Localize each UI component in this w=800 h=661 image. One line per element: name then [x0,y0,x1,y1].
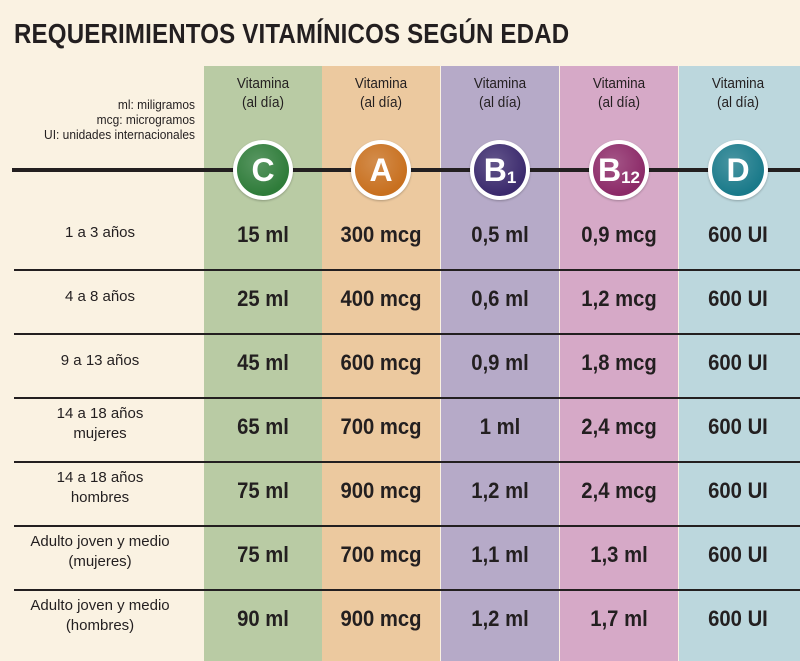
table-cell: 0,5 ml [471,222,529,247]
table-cell: 75 ml [237,542,289,567]
vitamin-letter: B [483,152,507,188]
row-label-line1: Adulto joven y medio [30,533,170,550]
row-label-line2: (hombres) [65,617,135,634]
column-header-5: Vitamina (al día) [679,74,797,112]
legend-ml: ml: miligramos [117,97,195,112]
table-cell: 600 UI [708,222,768,247]
vitamin-letter: B [597,152,622,188]
row-divider [14,333,800,335]
vitamin-letter: D [726,152,750,188]
table-cell: 900 mcg [340,478,422,503]
table-cell: 2,4 mcg [581,414,657,439]
column-header-line1: Vitamina [354,75,408,92]
table-cell: 300 mcg [340,222,422,247]
column-header-1: Vitamina (al día) [204,74,322,112]
column-header-line2: (al día) [597,94,641,111]
table-cell: 600 UI [708,286,768,311]
page-title: REQUERIMIENTOS VITAMÍNICOS SEGÚN EDAD [14,18,570,49]
vitamin-subscript: 1 [506,168,517,187]
vitamin-badge-5: D [708,140,768,200]
table-cell: 0,6 ml [471,286,529,311]
table-cell: 600 UI [708,414,768,439]
table-cell: 0,9 mcg [581,222,657,247]
vitamin-badge-4: B12 [589,140,649,200]
row-divider [14,525,800,527]
table-cell: 65 ml [237,414,289,439]
row-label-line1: Adulto joven y medio [30,597,170,614]
row-label-line2: (mujeres) [68,553,132,570]
table-cell: 45 ml [237,350,289,375]
row-label: 4 a 8 años [0,287,200,307]
column-header-line1: Vitamina [473,75,527,92]
table-cell: 1,1 ml [471,542,529,567]
table-cell: 600 UI [708,478,768,503]
table-cell: 1 ml [479,414,521,439]
row-label: Adulto joven y medio (hombres) [0,596,200,636]
table-cell: 600 mcg [340,350,422,375]
table-cell: 75 ml [237,478,289,503]
vitamin-letter: A [369,152,393,188]
row-divider [14,269,800,271]
vitamin-badge-1: C [233,140,293,200]
table-cell: 0,9 ml [471,350,529,375]
table-cell: 600 UI [708,350,768,375]
row-label: 14 a 18 años mujeres [0,404,200,444]
row-label-line2: mujeres [73,425,127,442]
table-cell: 700 mcg [340,542,422,567]
column-header-3: Vitamina (al día) [441,74,559,112]
row-label-line1: 14 a 18 años [56,469,144,486]
column-header-line2: (al día) [359,94,403,111]
row-label-line1: 9 a 13 años [60,352,140,369]
table-cell: 600 UI [708,542,768,567]
table-cell: 1,3 ml [590,542,648,567]
legend-mcg: mcg: microgramos [96,112,195,127]
vitamin-letter: C [251,152,275,188]
row-divider [14,397,800,399]
column-header-line1: Vitamina [592,75,646,92]
vitamin-subscript: 12 [621,168,641,187]
table-cell: 1,7 ml [590,606,648,631]
units-legend: ml: miligramos mcg: microgramos UI: unid… [16,97,195,142]
vitamin-badge-2: A [351,140,411,200]
row-label: 14 a 18 años hombres [0,468,200,508]
table-cell: 1,2 ml [471,606,529,631]
table-cell: 90 ml [237,606,289,631]
table-cell: 600 UI [708,606,768,631]
row-label-line1: 1 a 3 años [64,224,136,241]
table-cell: 700 mcg [340,414,422,439]
column-header-line2: (al día) [478,94,522,111]
legend-ui: UI: unidades internacionales [44,127,195,142]
table-cell: 400 mcg [340,286,422,311]
row-label: 1 a 3 años [0,223,200,243]
column-header-line2: (al día) [241,94,285,111]
vitamin-badge-3: B1 [470,140,530,200]
column-header-line1: Vitamina [711,75,765,92]
table-cell: 25 ml [237,286,289,311]
column-header-2: Vitamina (al día) [322,74,440,112]
table-cell: 2,4 mcg [581,478,657,503]
row-label: Adulto joven y medio (mujeres) [0,532,200,572]
table-cell: 1,8 mcg [581,350,657,375]
row-label-line1: 4 a 8 años [64,288,136,305]
row-divider [14,589,800,591]
row-label-line1: 14 a 18 años [56,405,144,422]
column-header-line1: Vitamina [236,75,290,92]
table-cell: 1,2 ml [471,478,529,503]
row-label-line2: hombres [70,489,130,506]
row-label: 9 a 13 años [0,351,200,371]
row-divider [14,461,800,463]
table-cell: 900 mcg [340,606,422,631]
column-header-4: Vitamina (al día) [560,74,678,112]
table-cell: 15 ml [237,222,289,247]
column-header-line2: (al día) [716,94,760,111]
table-cell: 1,2 mcg [581,286,657,311]
